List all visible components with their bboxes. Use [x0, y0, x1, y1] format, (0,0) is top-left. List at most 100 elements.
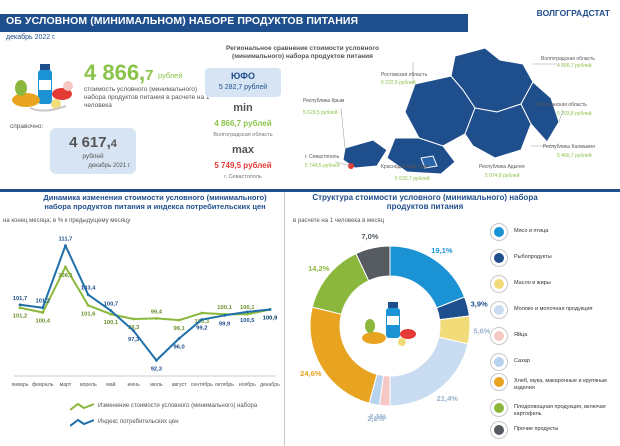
yufo-value: 5 282,7 рублей	[218, 84, 268, 91]
donut-data-label: 7,0%	[361, 232, 378, 241]
max-value: 5 749,5 рублей	[214, 161, 272, 170]
map-region-krasnodar	[386, 137, 456, 175]
data-point	[132, 329, 136, 333]
data-point	[200, 318, 204, 321]
data-point	[86, 303, 90, 307]
x-tick-label: ноябрь	[239, 382, 256, 388]
map-label-kalmykia: Республика Калмыкия	[543, 144, 595, 150]
data-point	[200, 311, 204, 315]
structure-title: Структура стоимости условного (минимальн…	[312, 193, 538, 211]
category-item: Молоко и молочная продукция	[490, 300, 620, 322]
donut-slice	[355, 245, 391, 282]
map-label-krasnodar: Краснодарский край	[381, 164, 429, 170]
map-value-volgograd: 4 866,7 рублей	[557, 63, 592, 69]
min-value: 4 866,7 рублей	[214, 119, 272, 128]
category-item: Плодоовощная продукция, включая картофел…	[490, 398, 620, 420]
yufo-label: ЮФО	[231, 71, 255, 81]
header: ОБ УСЛОВНОМ (МИНИМАЛЬНОМ) НАБОРЕ ПРОДУКТ…	[0, 0, 620, 44]
data-label: 100,7	[104, 302, 119, 308]
data-label: 101,2	[13, 314, 28, 320]
section-divider	[0, 189, 620, 192]
x-tick-label: январь	[12, 382, 29, 388]
page-date: декабрь 2022 г.	[6, 34, 56, 41]
category-item: Масло и жиры	[490, 274, 620, 296]
map-region-adygea	[420, 155, 438, 169]
grocery-basket-icon	[12, 64, 73, 112]
donut-data-label: 5,6%	[473, 327, 490, 336]
map-label-volgograd: Волгоградская область	[541, 56, 595, 62]
data-point	[41, 311, 45, 314]
data-label: 96,0	[173, 345, 184, 351]
category-item: Яйца	[490, 326, 620, 348]
category-label: Прочие продукты	[514, 426, 559, 432]
data-label: 97,3	[128, 337, 140, 343]
set-cost-value: 4 866,7	[84, 60, 154, 85]
map-value-rostov: 5 222,5 рублей	[381, 80, 416, 86]
fish-icon	[490, 249, 508, 267]
data-point	[41, 306, 45, 310]
set-cost-unit: рублей	[158, 71, 183, 80]
category-item: Мясо и птица	[490, 222, 620, 244]
region-map: Волгоградская область 4 866,7 рублей Рос…	[295, 42, 620, 190]
bread-icon	[490, 373, 508, 391]
data-label: 111,7	[59, 237, 73, 243]
donut-data-label: 24,6%	[300, 369, 322, 378]
data-label: 99,4	[151, 309, 163, 315]
data-label: 100,1	[217, 305, 232, 311]
column-divider	[284, 192, 285, 446]
min-region: Волгоградская область	[213, 132, 273, 138]
reference-date: декабрь 2021 г.	[88, 163, 131, 169]
reference-label: справочно:	[10, 123, 44, 130]
structure-subtitle: в расчете на 1 человека в месяц	[293, 218, 385, 224]
data-point	[109, 312, 113, 316]
data-label: 100,9	[263, 316, 278, 322]
data-point	[86, 293, 90, 297]
min-label: min	[233, 102, 253, 114]
category-label: Сахар	[514, 358, 530, 364]
data-point	[177, 318, 181, 322]
donut-data-label: 14,2%	[308, 264, 330, 273]
vegetables-icon	[490, 399, 508, 417]
map-label-sevastopol: г. Севастополь	[305, 154, 340, 160]
data-label: 92,3	[151, 366, 163, 372]
category-label: Мясо и птица	[514, 228, 549, 234]
oil-icon	[490, 275, 508, 293]
data-label: 108,1	[58, 273, 73, 279]
other-products-icon	[490, 421, 508, 439]
data-point	[132, 317, 136, 321]
data-point	[268, 308, 272, 311]
category-label: Рыбопродукты	[514, 254, 552, 260]
dynamics-title: Динамика изменения стоимости условного (…	[43, 193, 267, 211]
egg-icon	[490, 327, 508, 345]
map-label-crimea: Республика Крым	[303, 98, 345, 104]
category-item: Хлеб, мука, макаронные и крупяные издели…	[490, 372, 620, 394]
data-point	[154, 316, 158, 320]
category-label: Яйца	[514, 332, 528, 338]
dynamics-subtitle: на конец месяца; в % к предыдущему месяц…	[3, 218, 131, 224]
reference-box: 4 617,4 рублей декабрь 2021 г.	[50, 128, 136, 174]
x-tick-label: декабрь	[260, 382, 280, 388]
max-region: г. Севастополь	[224, 174, 262, 180]
structure-donut-chart: 19,1%3,9%5,6%21,4%2,1%2,1%24,6%14,2%7,0%	[300, 232, 490, 423]
data-label: 101,7	[13, 296, 28, 302]
category-label: Молоко и молочная продукция	[514, 306, 593, 312]
map-value-adygea: 5 074,8 рублей	[485, 173, 520, 179]
map-region-kalmykia	[464, 103, 532, 159]
data-label: 99,1	[173, 326, 185, 332]
meat-icon	[490, 223, 508, 241]
data-point	[154, 358, 158, 362]
legend-cpi-swatch	[70, 418, 94, 427]
data-point	[64, 244, 67, 248]
data-point	[245, 312, 249, 316]
title-bar	[0, 14, 468, 32]
data-label: 100,1	[240, 305, 255, 311]
map-label-adygea: Республика Адыгея	[479, 164, 525, 170]
set-cost-description: стоимость условного (минимального) набор…	[84, 86, 210, 109]
data-point	[64, 265, 67, 269]
max-label: max	[231, 144, 255, 156]
reference-unit: рублей	[82, 153, 104, 160]
legend-set-label: Изменение стоимости условного (минимальн…	[98, 403, 258, 409]
regional-heading: Региональное сравнение стоимости условно…	[226, 45, 379, 60]
milk-icon	[490, 301, 508, 319]
map-value-astrakhan: 5 203,8 рублей	[557, 111, 592, 117]
